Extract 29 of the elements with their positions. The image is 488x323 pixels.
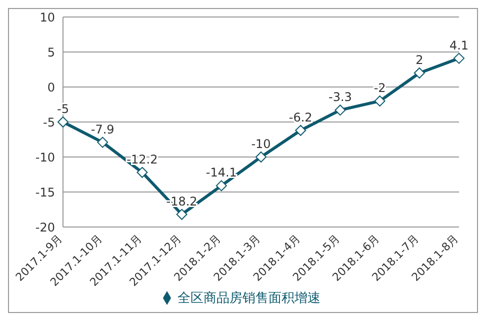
- y-tick-label: 5: [47, 45, 55, 60]
- data-label: -12.2: [126, 152, 158, 166]
- data-label: -10: [251, 137, 271, 151]
- data-label: -7.9: [90, 122, 114, 136]
- data-label: -2: [374, 81, 386, 95]
- y-tick-label: 10: [40, 10, 55, 24]
- data-label: -5: [57, 102, 69, 116]
- point: [58, 116, 68, 128]
- y-tick-label: -15: [35, 185, 55, 200]
- y-tick-label: -20: [35, 220, 55, 234]
- point: [97, 136, 108, 148]
- point: [136, 166, 148, 178]
- point: [334, 104, 346, 116]
- point: [256, 152, 266, 162]
- legend-label: 全区商品房销售面积增速: [178, 291, 320, 306]
- data-label: -6.2: [288, 110, 312, 124]
- data-label: -3.3: [328, 90, 352, 104]
- point: [295, 124, 306, 136]
- point: [216, 180, 227, 192]
- y-tick-label: -5: [43, 115, 55, 130]
- data-label: -14.1: [206, 166, 237, 180]
- point: [414, 68, 425, 78]
- data-label: 2: [416, 53, 424, 67]
- y-tick-label: 0: [47, 80, 55, 94]
- y-tick-label: -10: [35, 150, 55, 164]
- data-label: 4.1: [449, 38, 469, 52]
- point: [454, 52, 464, 64]
- point: [176, 208, 188, 220]
- point: [374, 96, 386, 106]
